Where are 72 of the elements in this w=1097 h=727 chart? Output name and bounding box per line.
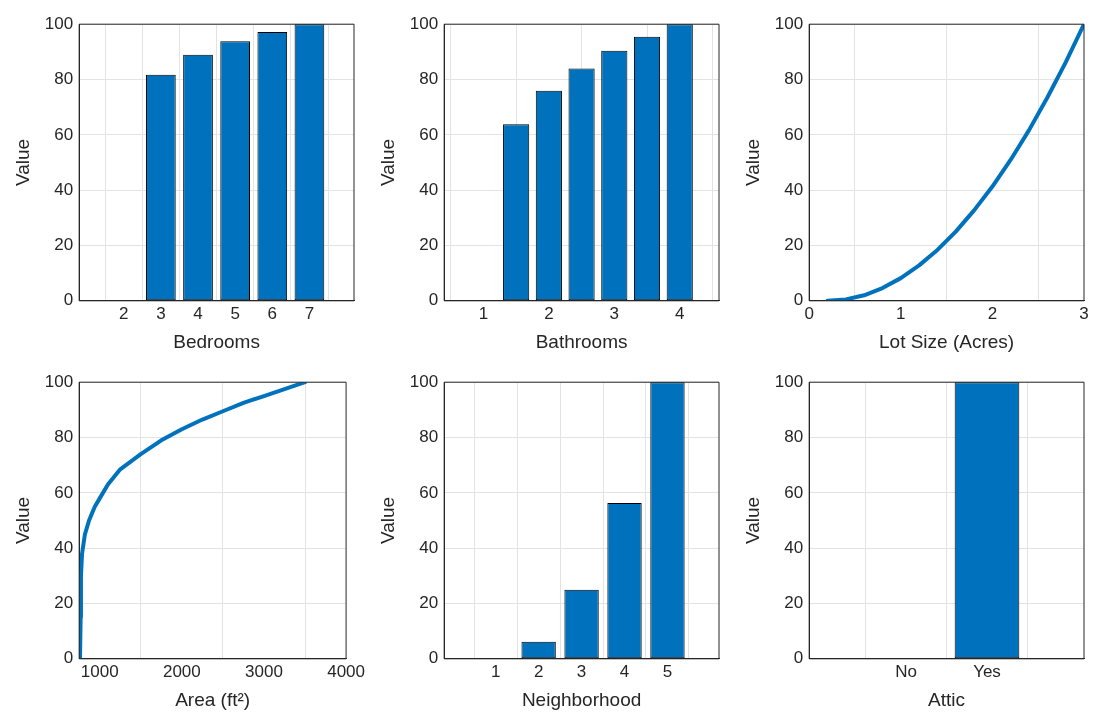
y-tick-label: 0 (428, 648, 439, 668)
x-tick-label: 4 (193, 303, 203, 323)
y-tick-label: 60 (419, 124, 439, 144)
y-tick-label: 60 (419, 482, 439, 502)
y-tick-label: 80 (784, 69, 804, 89)
y-tick-label: 20 (54, 235, 74, 255)
y-tick-label: 100 (409, 371, 439, 391)
y-tick-label: 60 (784, 124, 804, 144)
x-tick-label: 2 (533, 661, 544, 681)
x-tick-label: 1 (896, 303, 906, 323)
y-tick-label: 80 (419, 69, 439, 89)
y-tick-label: 80 (54, 69, 74, 89)
x-tick-label: 7 (304, 303, 315, 323)
y-tick-label: 0 (793, 290, 804, 310)
y-tick-label: 20 (419, 593, 439, 613)
y-axis-title: Value (376, 138, 398, 187)
y-axis-title: Value (11, 496, 33, 545)
y-axis-title: Value (376, 496, 398, 545)
x-axis-title: Bathrooms (535, 330, 628, 352)
y-tick-label: 100 (774, 371, 804, 391)
x-tick-label: 1000 (80, 661, 119, 681)
x-axis-title: Lot Size (Acres) (879, 330, 1015, 352)
x-tick-label: 2 (544, 303, 554, 323)
y-tick-label: 0 (63, 648, 74, 668)
x-tick-label: 4 (619, 661, 630, 681)
x-axis-title: Area (ft²) (175, 688, 251, 710)
y-tick-label: 0 (793, 648, 804, 668)
x-tick-label: 2 (987, 303, 998, 323)
x-tick-label: 3 (1079, 303, 1089, 323)
y-tick-label: 100 (774, 13, 804, 33)
y-tick-label: 60 (54, 482, 74, 502)
x-tick-label: No (895, 661, 918, 681)
y-tick-label: 40 (419, 537, 439, 557)
y-tick-label: 80 (784, 427, 804, 447)
x-axis-title: Bedrooms (173, 330, 260, 352)
x-tick-label: 3 (576, 661, 587, 681)
y-tick-label: 20 (54, 593, 74, 613)
x-axis-title: Attic (928, 688, 966, 710)
y-tick-label: 100 (44, 13, 74, 33)
y-tick-label: 40 (784, 537, 804, 557)
y-tick-label: 20 (784, 593, 804, 613)
x-tick-label: 1 (478, 303, 489, 323)
x-tick-label: Yes (973, 661, 1001, 681)
x-tick-label: 4000 (327, 661, 365, 681)
y-tick-label: 20 (419, 235, 439, 255)
y-tick-label: 0 (428, 290, 439, 310)
y-tick-label: 40 (54, 537, 74, 557)
x-tick-label: 3000 (245, 661, 283, 681)
y-axis-title: Value (741, 138, 763, 187)
y-tick-label: 40 (54, 179, 74, 199)
x-tick-label: 6 (267, 303, 278, 323)
x-axis-title: Neighborhood (521, 688, 642, 710)
y-axis-title: Value (11, 138, 33, 187)
y-tick-label: 40 (784, 179, 804, 199)
y-tick-label: 80 (54, 427, 74, 447)
y-tick-label: 100 (44, 371, 74, 391)
x-tick-label: 5 (662, 661, 673, 681)
x-tick-label: 3 (609, 303, 620, 323)
y-tick-label: 60 (54, 124, 74, 144)
x-tick-label: 4 (675, 303, 685, 323)
y-tick-label: 20 (784, 235, 804, 255)
y-tick-label: 60 (784, 482, 804, 502)
x-tick-label: 5 (230, 303, 240, 323)
y-tick-label: 100 (409, 13, 439, 33)
x-tick-label: 1 (490, 661, 501, 681)
y-axis-title: Value (741, 496, 763, 545)
x-tick-label: 3 (156, 303, 166, 323)
y-tick-label: 80 (419, 427, 439, 447)
y-tick-label: 40 (419, 179, 439, 199)
x-tick-label: 2 (119, 303, 129, 323)
x-tick-label: 2000 (162, 661, 201, 681)
y-tick-label: 0 (63, 290, 74, 310)
